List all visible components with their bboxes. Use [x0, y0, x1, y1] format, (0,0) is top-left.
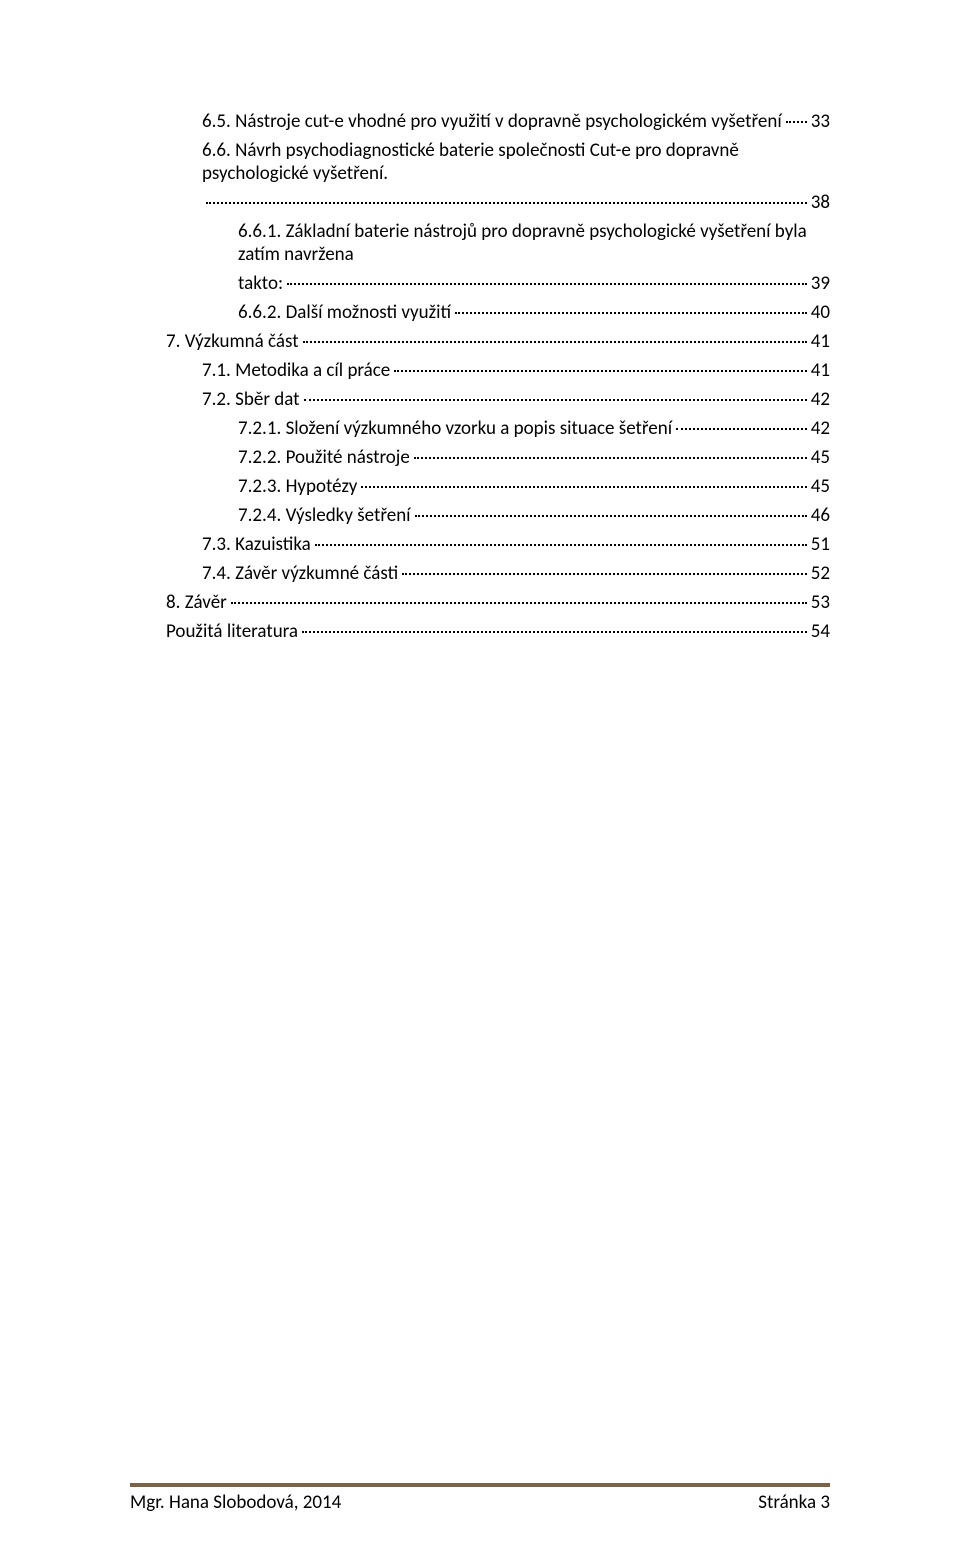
toc-label: 7.2.4. Výsledky šetření: [238, 504, 411, 527]
toc-leader-dots: [786, 121, 807, 123]
toc-entry: 7.3. Kazuistika 51: [130, 533, 830, 556]
toc-label: 7.1. Metodika a cíl práce: [202, 359, 390, 382]
toc-leader-dots: [206, 202, 807, 204]
toc-label: 7.2.1. Složení výzkumného vzorku a popis…: [238, 417, 672, 440]
toc-entry: 6.6.2. Další možnosti využití 40: [130, 301, 830, 324]
toc-label: 7. Výzkumná část: [166, 330, 299, 353]
toc-page-number: 46: [811, 504, 830, 527]
toc-label: takto:: [238, 272, 283, 295]
page-footer: Mgr. Hana Slobodová, 2014 Stránka 3: [130, 1483, 830, 1514]
toc-page-number: 54: [811, 620, 830, 643]
toc-entry: 7.2.2. Použité nástroje 45: [130, 446, 830, 469]
toc-label: 6.6.1. Základní baterie nástrojů pro dop…: [238, 220, 830, 266]
toc-entry: 7. Výzkumná část 41: [130, 330, 830, 353]
toc-label: Použitá literatura: [166, 620, 298, 643]
toc-label: 6.5. Nástroje cut-e vhodné pro využití v…: [202, 110, 782, 133]
toc-entry: 6.6.1. Základní baterie nástrojů pro dop…: [130, 220, 830, 295]
toc-leader-dots: [302, 631, 807, 633]
toc-entry: 7.2.3. Hypotézy 45: [130, 475, 830, 498]
toc-page-number: 38: [811, 191, 830, 214]
toc-label: 6.6.2. Další možnosti využití: [238, 301, 451, 324]
toc-leader-dots: [304, 399, 807, 401]
toc-entry: 7.2.4. Výsledky šetření 46: [130, 504, 830, 527]
toc-entry: 7.4. Závěr výzkumné části 52: [130, 562, 830, 585]
toc-leader-dots: [394, 370, 806, 372]
toc-page-number: 52: [811, 562, 830, 585]
toc-leader-dots: [361, 486, 806, 488]
toc-page-number: 51: [811, 533, 830, 556]
toc-leader-dots: [414, 457, 807, 459]
toc-page-number: 45: [811, 475, 830, 498]
toc-leader-dots: [415, 515, 807, 517]
toc-page-number: 42: [811, 417, 830, 440]
toc-page-number: 39: [811, 272, 830, 295]
toc-leader-dots: [402, 573, 807, 575]
toc-label: 7.2.2. Použité nástroje: [238, 446, 410, 469]
toc-page-number: 33: [811, 110, 830, 133]
toc-entry: 7.2. Sběr dat 42: [130, 388, 830, 411]
toc-entry: Použitá literatura 54: [130, 620, 830, 643]
toc-entry: 8. Závěr 53: [130, 591, 830, 614]
table-of-contents: 6.5. Nástroje cut-e vhodné pro využití v…: [130, 110, 830, 643]
toc-page-number: 41: [811, 359, 830, 382]
toc-leader-dots: [287, 283, 807, 285]
toc-entry: 7.2.1. Složení výzkumného vzorku a popis…: [130, 417, 830, 440]
footer-author: Mgr. Hana Slobodová, 2014: [130, 1491, 341, 1514]
toc-entry: 6.5. Nástroje cut-e vhodné pro využití v…: [130, 110, 830, 133]
toc-leader-dots: [231, 602, 807, 604]
toc-label: 6.6. Návrh psychodiagnostické baterie sp…: [202, 139, 830, 185]
toc-label: 7.4. Závěr výzkumné části: [202, 562, 398, 585]
footer-divider: [130, 1483, 830, 1487]
toc-page-number: 45: [811, 446, 830, 469]
toc-label: 7.2.3. Hypotézy: [238, 475, 357, 498]
toc-page-number: 42: [811, 388, 830, 411]
toc-page-number: 41: [811, 330, 830, 353]
toc-label: 7.3. Kazuistika: [202, 533, 311, 556]
toc-leader-dots: [676, 428, 807, 430]
toc-page-number: 40: [811, 301, 830, 324]
toc-leader-dots: [455, 312, 807, 314]
toc-label: 8. Závěr: [166, 591, 227, 614]
toc-page-number: 53: [811, 591, 830, 614]
toc-entry: 7.1. Metodika a cíl práce 41: [130, 359, 830, 382]
toc-entry: 6.6. Návrh psychodiagnostické baterie sp…: [130, 139, 830, 214]
toc-leader-dots: [315, 544, 807, 546]
footer-page-number: Stránka 3: [758, 1491, 830, 1514]
toc-leader-dots: [303, 341, 807, 343]
toc-label: 7.2. Sběr dat: [202, 388, 300, 411]
